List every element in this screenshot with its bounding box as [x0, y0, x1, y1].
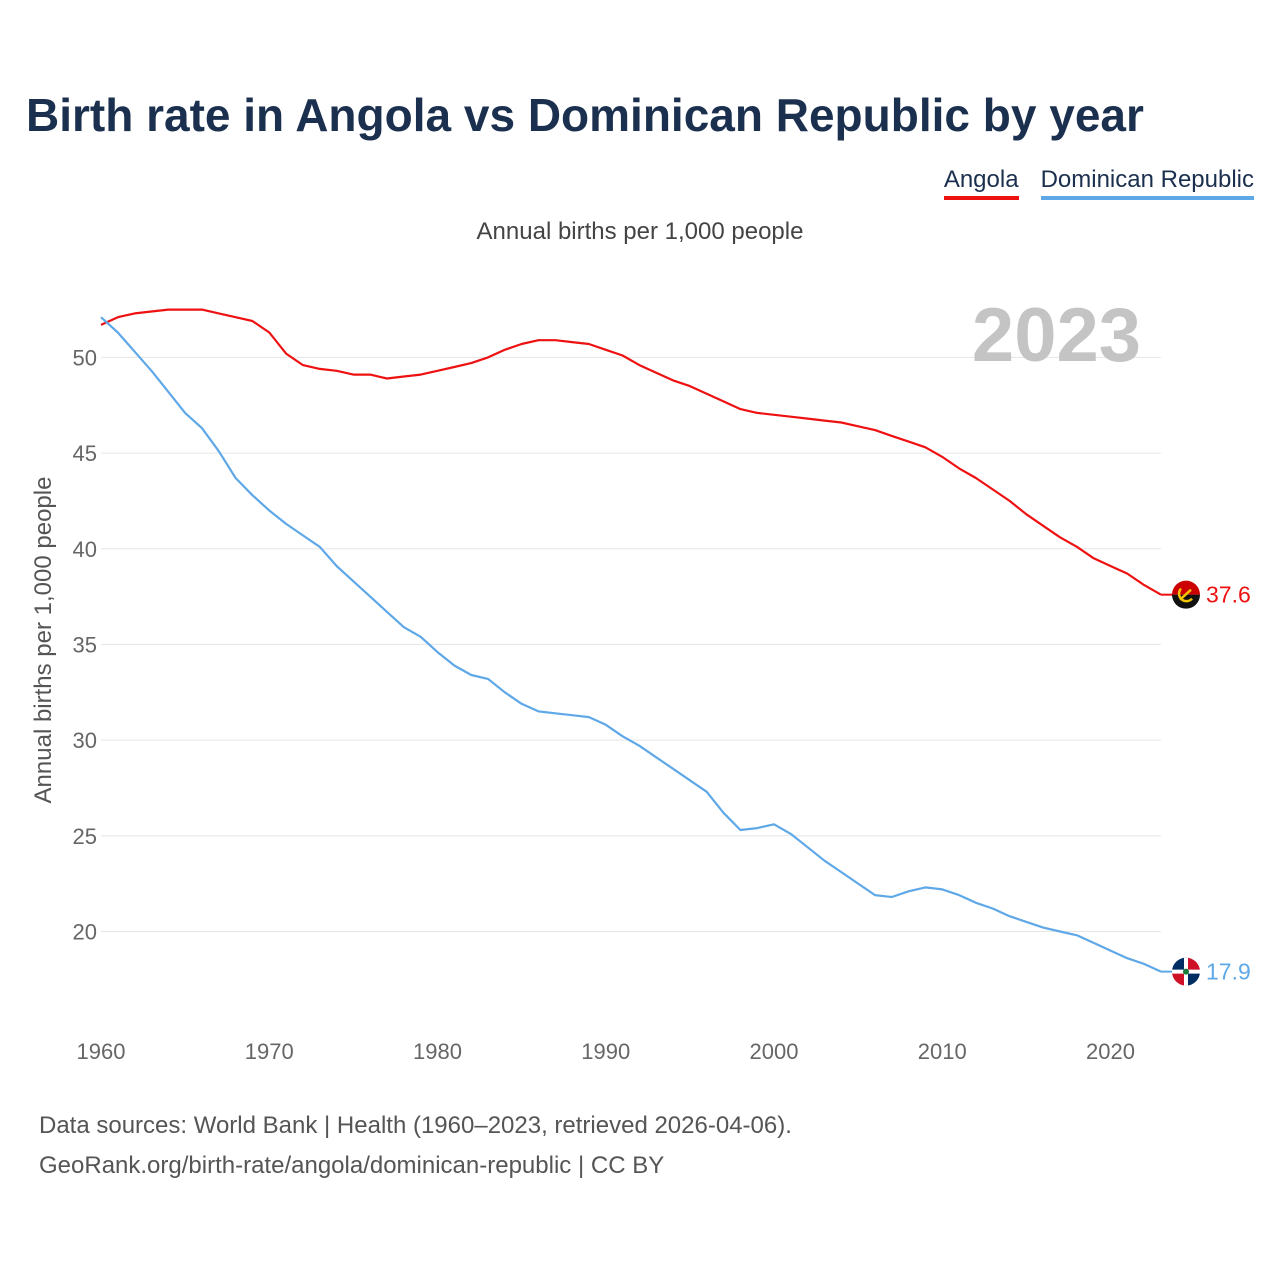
x-tick-label: 1970	[245, 1039, 294, 1064]
end-value-label: 37.6	[1206, 582, 1251, 608]
y-tick-label: 25	[73, 824, 97, 849]
chart-title: Birth rate in Angola vs Dominican Republ…	[26, 89, 1144, 141]
x-tick-label: 2010	[918, 1039, 967, 1064]
x-tick-label: 1960	[77, 1039, 126, 1064]
legend: Angola Dominican Republic	[943, 166, 1254, 200]
y-tick-label: 20	[73, 919, 97, 944]
flag-dr-red-1	[1186, 957, 1200, 972]
flag-dr-blue-1	[1172, 957, 1186, 972]
legend-item-angola[interactable]: Angola	[943, 166, 1019, 200]
y-tick-label: 35	[73, 632, 97, 657]
chart-subtitle: Annual births per 1,000 people	[476, 218, 804, 245]
end-value-label: 17.9	[1206, 959, 1251, 985]
flag-angola-machete	[1179, 588, 1192, 601]
x-tick-label: 2000	[750, 1039, 799, 1064]
flag-dr-red-2	[1172, 971, 1186, 986]
x-tick-label: 1990	[581, 1039, 630, 1064]
y-tick-label: 40	[73, 537, 97, 562]
y-tick-label: 45	[73, 441, 97, 466]
source-line-1: Data sources: World Bank | Health (1960–…	[39, 1112, 792, 1139]
flag-dr-blue-2	[1186, 971, 1200, 986]
y-tick-label: 30	[73, 728, 97, 753]
series-line-angola	[100, 308, 1162, 596]
x-tick-label: 1980	[413, 1039, 462, 1064]
series-line-dominican-republic	[100, 316, 1162, 973]
year-label: 2023	[972, 293, 1141, 378]
source-line-2[interactable]: GeoRank.org/birth-rate/angola/dominican-…	[39, 1152, 665, 1179]
x-tick-label: 2020	[1086, 1039, 1135, 1064]
flag-dr-emblem	[1183, 968, 1189, 975]
source-note: Data sources: World Bank | Health (1960–…	[39, 1106, 792, 1186]
legend-item-dominican-republic[interactable]: Dominican Republic	[1040, 166, 1254, 200]
y-tick-label: 50	[73, 345, 97, 370]
y-axis-label: Annual births per 1,000 people	[30, 477, 57, 804]
